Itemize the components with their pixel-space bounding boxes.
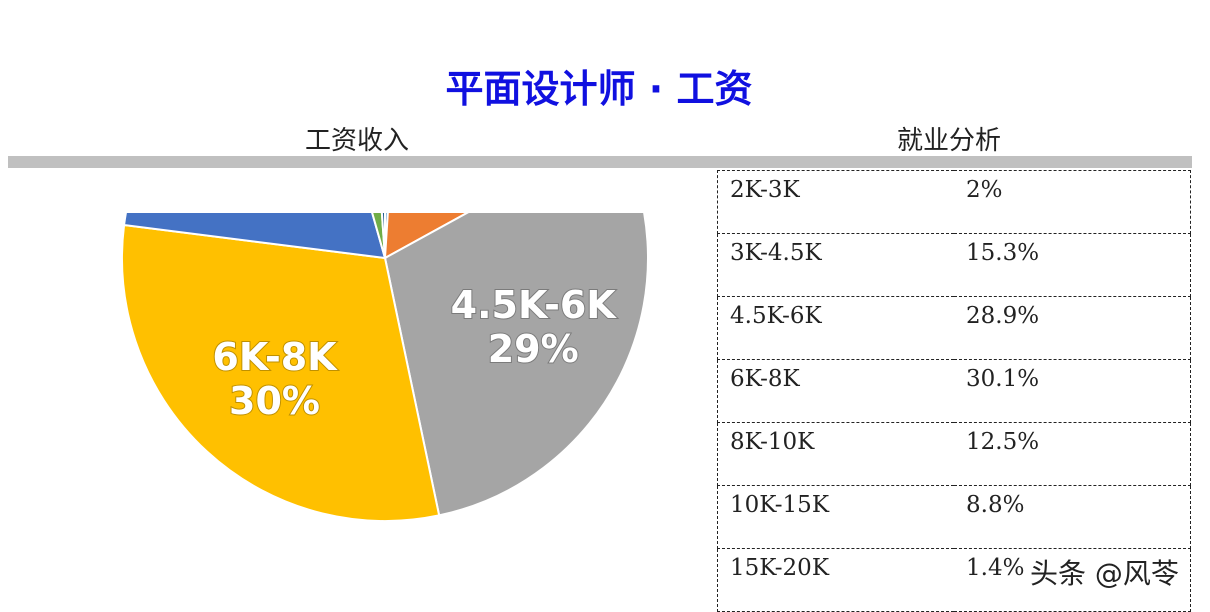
table-row: 10K-15K 8.8% (717, 485, 1191, 549)
table-row: 6K-8K 30.1% (717, 359, 1191, 423)
pie-label: 15% (200, 117, 291, 161)
pie-label: 29% (488, 327, 579, 371)
table-row: 2K-3K 2% (717, 170, 1191, 234)
pie-slice-4 (122, 213, 387, 260)
pie-label: 30% (229, 379, 320, 423)
salary-range: 8K-10K (717, 422, 954, 486)
salary-share: 12.5% (954, 422, 1191, 486)
pie-slice-3 (121, 223, 441, 522)
pie-label: 4.5K-6K (451, 283, 618, 327)
salary-range: 2K-3K (717, 170, 954, 234)
page-title: 平面设计师 · 工资 (445, 67, 753, 111)
salary-share: 30.1% (954, 359, 1191, 423)
employment-analysis-heading: 就业分析 (897, 126, 1002, 156)
salary-income-heading: 工资收入 (305, 126, 410, 156)
salary-share: 8.8% (954, 485, 1191, 549)
salary-share: 28.9% (954, 296, 1191, 360)
pie-slice-2 (383, 213, 649, 517)
salary-range: 4.5K-6K (717, 296, 954, 360)
salary-range: 15K-20K (717, 548, 954, 612)
table-row: 8K-10K 12.5% (717, 422, 1191, 486)
salary-share: 2% (954, 170, 1191, 234)
pie-slice-6 (380, 213, 386, 259)
pie-slice-1 (383, 213, 469, 260)
salary-range: 3K-4.5K (717, 233, 954, 297)
salary-share: 15.3% (954, 233, 1191, 297)
salary-range: 10K-15K (717, 485, 954, 549)
salary-table: 2K-3K 2% 3K-4.5K 15.3% 4.5K-6K 28.9% 6K-8K 30.1… (717, 170, 1191, 612)
pie-label: 6K-8K (212, 335, 338, 379)
divider-bar (8, 156, 1192, 168)
table-row: 4.5K-6K 28.9% (717, 296, 1191, 360)
watermark: 头条 @风苓 (1030, 557, 1179, 590)
salary-range: 6K-8K (717, 359, 954, 423)
table-row: 3K-4.5K 15.3% (717, 233, 1191, 297)
